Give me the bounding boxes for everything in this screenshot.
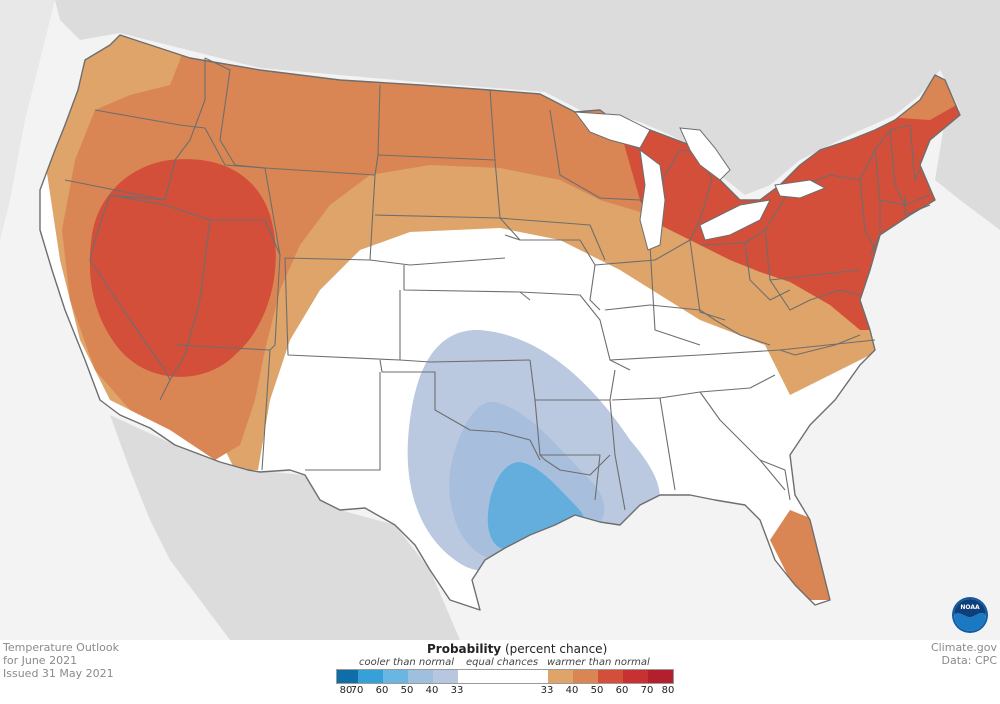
noaa-logo-text: NOAA [960, 604, 980, 611]
legend-tick-label: 80 [661, 685, 675, 696]
legend-swatch [433, 670, 458, 683]
legend-swatch [573, 670, 598, 683]
legend-swatch [383, 670, 408, 683]
issued-date: Issued 31 May 2021 [3, 667, 114, 680]
outlook-map: NOAA [0, 0, 1000, 640]
noaa-logo: NOAA [952, 597, 988, 633]
credit-site: Climate.gov [930, 641, 997, 654]
legend-swatch [648, 670, 673, 683]
title-line-1: Temperature Outlook [3, 641, 120, 654]
legend-tick-label: 80 [339, 685, 353, 696]
legend-tick-label: 40 [565, 685, 579, 696]
legend-swatch [623, 670, 648, 683]
footer-panel: Temperature Outlook for June 2021 Issued… [0, 640, 1000, 704]
legend-title-rest: (percent chance) [504, 642, 608, 656]
great-lakes [573, 111, 827, 251]
legend-tick-label: 50 [400, 685, 414, 696]
outlook-info: Temperature Outlook for June 2021 Issued… [3, 641, 119, 680]
equal-label: equal chances [466, 657, 539, 668]
mexico-land [110, 415, 460, 640]
title-line-2: for June 2021 [3, 654, 78, 667]
legend-swatch [458, 670, 548, 683]
legend-tick-label: 33 [450, 685, 464, 696]
canada-land [55, 0, 1000, 230]
legend-swatch [337, 670, 358, 683]
warmer-label: warmer than normal [547, 657, 650, 668]
legend-tick-label: 33 [540, 685, 554, 696]
legend-title: Probability (percent chance) [427, 642, 607, 656]
legend-tick-label: 50 [590, 685, 604, 696]
credit-data: Data: CPC [941, 654, 997, 667]
cooler-label: cooler than normal [359, 657, 455, 668]
legend-swatch [548, 670, 573, 683]
legend-title-bold: Probability [427, 642, 502, 656]
legend-swatch [358, 670, 383, 683]
legend-tick-label: 60 [615, 685, 629, 696]
legend-tick-label: 70 [640, 685, 654, 696]
legend-tick-label: 70 [350, 685, 364, 696]
legend-colorbar [336, 669, 674, 684]
credits: Climate.gov Data: CPC [931, 641, 997, 667]
legend-swatch [408, 670, 433, 683]
state-boundaries [39, 34, 961, 611]
legend-swatch [598, 670, 623, 683]
legend-tick-label: 40 [425, 685, 439, 696]
legend-tick-label: 60 [375, 685, 389, 696]
